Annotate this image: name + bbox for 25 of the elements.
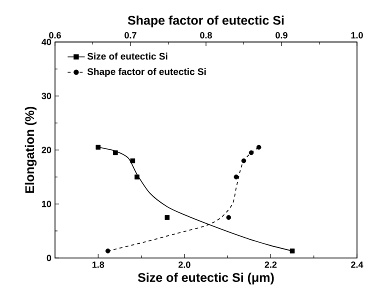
- y-tick-label: 30: [42, 92, 52, 100]
- point: [290, 248, 295, 254]
- x2-axis-title: Shape factor of eutectic Si: [128, 16, 284, 28]
- y-tick-label: 20: [42, 146, 52, 154]
- x2-tick-label: 1.0: [351, 32, 363, 38]
- y-tick-label: 40: [42, 38, 52, 46]
- x2-tick-label: 0.9: [276, 32, 288, 38]
- x2-tick-label: 0.8: [200, 32, 212, 38]
- x-axis-title: Size of eutectic Si (μm): [138, 272, 274, 284]
- legend-label: Size of eutectic Si: [87, 52, 168, 60]
- x-tick-label: 2.4: [351, 262, 364, 268]
- x2-tick-label: 0.7: [124, 32, 136, 38]
- x2-tick-label: 0.6: [49, 32, 61, 38]
- point: [164, 215, 170, 220]
- point: [134, 174, 140, 180]
- legend-label: Shape factor of eutectic Si: [87, 68, 206, 77]
- y-tick-label: 10: [42, 200, 52, 208]
- point: [96, 144, 101, 150]
- y-axis-title: Elongation (%): [24, 106, 37, 193]
- x-tick-label: 1.8: [92, 262, 104, 268]
- y-tick-label: 0: [46, 254, 52, 262]
- x-tick-label: 2.2: [264, 262, 277, 268]
- x-tick-label: 2.0: [178, 262, 190, 268]
- point: [130, 158, 136, 164]
- point: [113, 150, 118, 156]
